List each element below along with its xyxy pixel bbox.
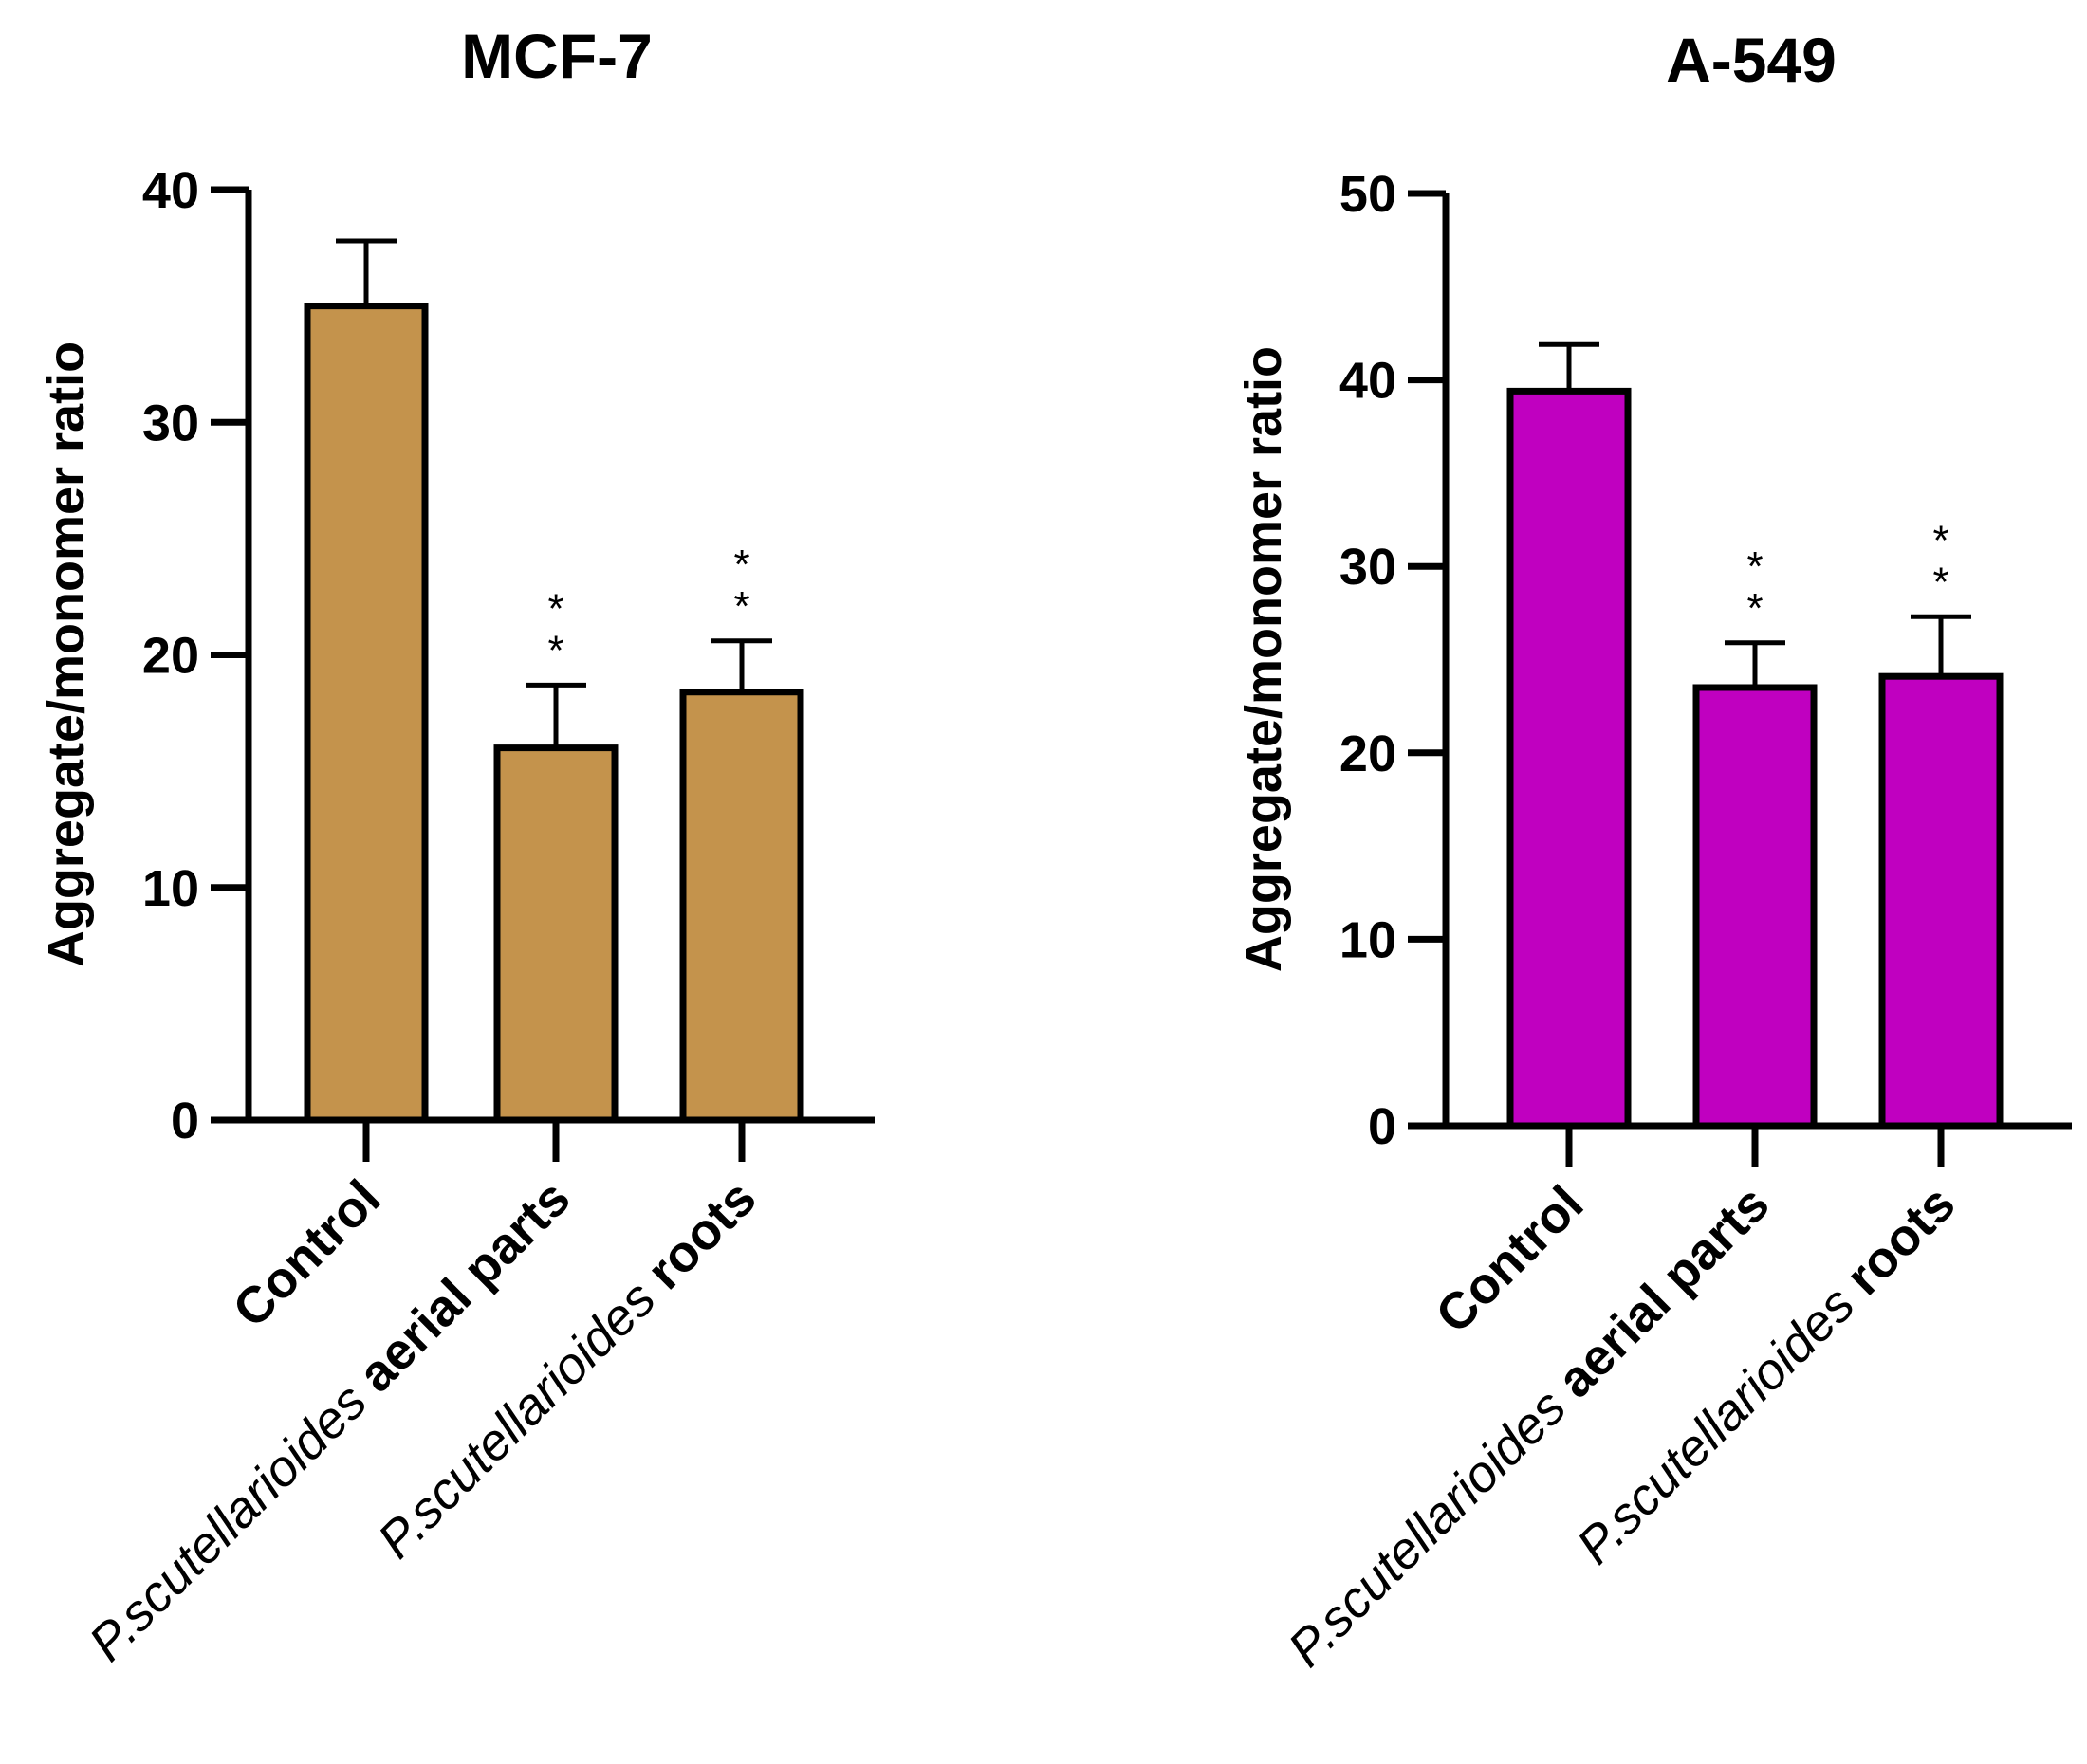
chart-title: MCF-7 xyxy=(461,21,653,91)
y-axis-label: Aggregate/monomer ratio xyxy=(38,341,95,967)
x-tick-label: Control xyxy=(1425,1175,1594,1344)
x-tick-label-part: P.scutellarioides xyxy=(79,1363,388,1672)
chart-title: A-549 xyxy=(1666,25,1837,95)
x-tick-label-part: Control xyxy=(222,1169,391,1338)
y-tick-label: 40 xyxy=(1339,353,1396,410)
y-tick-label: 10 xyxy=(1339,911,1396,968)
x-tick-label: Control xyxy=(222,1169,391,1338)
y-tick-label: 40 xyxy=(142,162,199,219)
y-tick-label: 50 xyxy=(1339,166,1396,223)
significance-marker: * xyxy=(547,627,563,673)
x-tick-label-part: roots xyxy=(637,1169,767,1300)
y-tick-label: 20 xyxy=(1339,726,1396,782)
significance-marker: * xyxy=(733,542,749,588)
x-tick-label-part: P.scutellarioides xyxy=(1278,1369,1587,1678)
y-tick-label: 10 xyxy=(142,860,199,917)
x-tick-label-part: Control xyxy=(1425,1175,1594,1344)
bar xyxy=(1878,672,2004,1130)
significance-marker: * xyxy=(733,583,749,630)
bar xyxy=(493,744,619,1124)
bar xyxy=(1692,684,1818,1130)
y-tick-label: 30 xyxy=(142,395,199,451)
x-tick-label: P.scutellarioides roots xyxy=(367,1169,767,1570)
significance-marker: * xyxy=(1746,585,1763,632)
significance-marker: * xyxy=(1932,559,1948,605)
y-tick-label: 0 xyxy=(171,1093,199,1149)
significance-marker: * xyxy=(1932,517,1948,563)
y-tick-label: 30 xyxy=(1339,539,1396,596)
x-tick-label-part: roots xyxy=(1836,1175,1967,1306)
bar xyxy=(679,689,804,1124)
x-tick-label: P.scutellarioides roots xyxy=(1566,1175,1967,1575)
significance-marker: * xyxy=(1746,543,1763,590)
y-tick-label: 20 xyxy=(142,628,199,685)
significance-marker: * xyxy=(547,585,563,632)
bar xyxy=(304,303,429,1124)
y-tick-label: 0 xyxy=(1368,1098,1396,1155)
bar xyxy=(1506,387,1632,1130)
y-axis-label: Aggregate/monomer ratio xyxy=(1235,346,1292,972)
